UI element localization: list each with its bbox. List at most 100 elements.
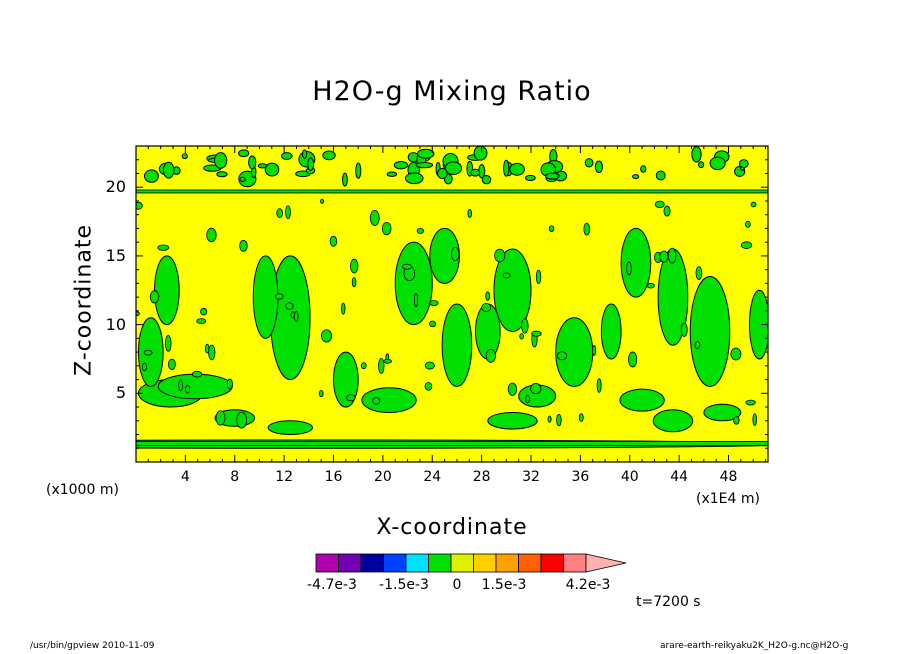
speck xyxy=(485,348,496,363)
speck xyxy=(293,311,299,322)
green-region-13 xyxy=(493,248,532,332)
speck xyxy=(680,322,688,337)
speck xyxy=(276,208,284,218)
upper-blob xyxy=(239,176,246,182)
upper-blob xyxy=(444,161,463,175)
speck xyxy=(142,362,147,372)
speck xyxy=(185,384,191,394)
speck xyxy=(346,394,356,402)
colorbar-segment xyxy=(540,553,564,573)
upper-blob xyxy=(216,171,228,178)
colorbar-arrow xyxy=(585,553,627,573)
upper-blob xyxy=(355,162,362,179)
colorbar-segment xyxy=(383,553,407,573)
speck xyxy=(694,341,701,349)
speck xyxy=(236,411,247,429)
speck xyxy=(507,382,518,396)
speck xyxy=(350,258,359,274)
speck xyxy=(378,357,385,374)
speck xyxy=(519,333,524,340)
speck xyxy=(383,358,392,364)
speck xyxy=(215,410,226,426)
colorbar-segment xyxy=(315,553,339,573)
speck xyxy=(740,241,753,249)
speck xyxy=(596,378,602,393)
speck xyxy=(424,382,433,391)
speck xyxy=(424,361,435,370)
green-region-23 xyxy=(703,403,742,422)
upper-stripe xyxy=(136,189,768,194)
y-tick-label: 10 xyxy=(105,314,126,334)
colorbar-tick-label: -4.7e-3 xyxy=(307,577,357,593)
colorbar-segment xyxy=(473,553,497,573)
speck xyxy=(416,227,425,234)
speck xyxy=(157,244,170,251)
upper-blob xyxy=(302,149,308,159)
speck xyxy=(547,415,552,423)
x-tick-label: 20 xyxy=(373,469,392,485)
speck xyxy=(663,205,671,217)
colorbar-tick-label: -1.5e-3 xyxy=(379,577,429,593)
colorbar-segment xyxy=(563,553,587,573)
speck xyxy=(208,344,216,361)
x-tick-label: 4 xyxy=(180,469,190,485)
speck xyxy=(206,227,217,243)
x-tick-label: 48 xyxy=(719,469,738,485)
speck xyxy=(531,330,542,337)
upper-blob xyxy=(415,162,434,169)
speck xyxy=(556,414,562,427)
upper-blob xyxy=(281,152,293,160)
speck xyxy=(525,394,530,404)
upper-blob xyxy=(264,162,280,177)
speck xyxy=(239,239,248,252)
upper-blob xyxy=(697,161,705,169)
upper-blob xyxy=(738,159,749,169)
speck xyxy=(200,307,208,316)
upper-blob xyxy=(214,152,228,169)
colorbar-segment xyxy=(450,553,474,573)
upper-blob xyxy=(545,172,560,180)
speck xyxy=(381,221,392,236)
upper-blob xyxy=(393,161,409,170)
upper-blob xyxy=(584,158,594,168)
y-tick-label: 15 xyxy=(105,245,126,265)
speck xyxy=(578,413,584,422)
speck xyxy=(695,266,703,280)
colorbar-tick-label: 1.5e-3 xyxy=(481,577,527,593)
speck xyxy=(321,329,333,343)
x-tick-label: 32 xyxy=(522,469,540,485)
speck xyxy=(502,272,511,279)
green-region-24 xyxy=(748,289,768,360)
footer-left: /usr/bin/gpview 2010-11-09 xyxy=(30,641,155,651)
upper-blob xyxy=(417,148,435,159)
green-regions xyxy=(136,146,768,449)
colorbar-segment xyxy=(428,553,452,573)
upper-blob xyxy=(437,167,448,180)
green-region-12 xyxy=(441,303,473,387)
upper-blob xyxy=(143,169,159,183)
upper-blob xyxy=(322,150,336,161)
upper-blob xyxy=(709,156,726,171)
colorbar-segment xyxy=(495,553,519,573)
chart-title: H2O-g Mixing Ratio xyxy=(312,76,592,107)
bottom-stripe xyxy=(136,440,768,446)
colorbar-segment xyxy=(518,553,542,573)
speck xyxy=(548,225,555,232)
green-region-9 xyxy=(361,387,417,414)
upper-blob xyxy=(691,146,702,163)
upper-blob xyxy=(655,170,666,181)
speck xyxy=(149,290,160,304)
speck xyxy=(285,302,294,310)
y-tick-label: 5 xyxy=(115,383,126,403)
time-label: t=7200 s xyxy=(636,594,701,610)
speck xyxy=(285,205,291,219)
speck xyxy=(745,399,756,406)
speck xyxy=(329,235,338,247)
upper-blob xyxy=(640,165,647,173)
upper-blob xyxy=(481,175,492,185)
speck xyxy=(481,302,492,312)
upper-blob xyxy=(594,160,604,174)
green-region-22 xyxy=(652,409,694,433)
green-region-10 xyxy=(394,241,433,326)
